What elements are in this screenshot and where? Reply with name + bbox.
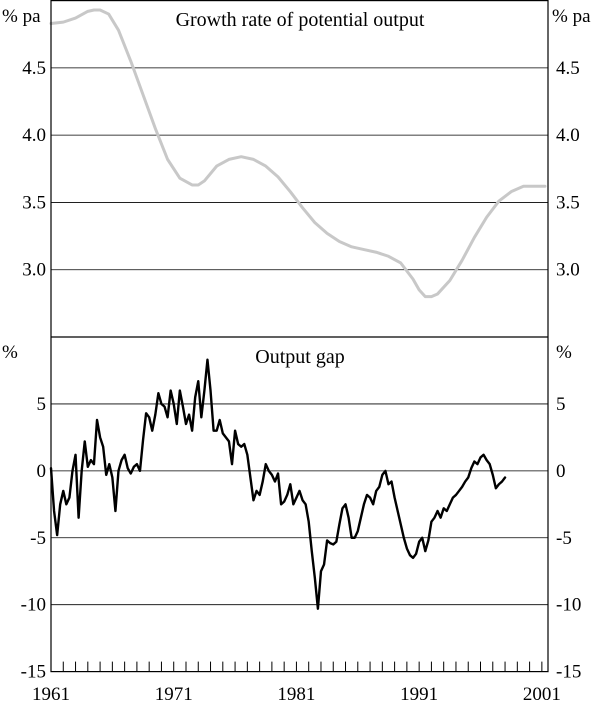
x-tick-label: 1981	[277, 684, 315, 705]
growth-ytick-left: 4.0	[22, 125, 46, 146]
gap-ytick-right: -5	[556, 528, 572, 549]
gap-ytick-right: -10	[556, 595, 581, 616]
growth-ytick-right: 4.5	[556, 58, 580, 79]
gap-ytick-right: -15	[556, 662, 581, 683]
growth-ytick-left: 4.5	[22, 58, 46, 79]
x-tick-label: 1971	[155, 684, 193, 705]
x-axis-labels: 1961 1971 1981 1991 2001	[32, 684, 561, 705]
growth-title: Growth rate of potential output	[176, 9, 425, 31]
x-tick-label: 1991	[400, 684, 438, 705]
gap-right-axis-labels: 5 0 -5 -10 -15	[556, 394, 581, 683]
growth-unit-right: % pa	[552, 6, 591, 27]
x-tick-label: 2001	[523, 684, 561, 705]
x-axis-ticks	[50, 661, 543, 672]
gap-ytick-left: 0	[37, 461, 47, 482]
gap-series-line	[49, 358, 507, 610]
growth-left-axis-labels: 4.5 4.0 3.5 3.0	[22, 58, 46, 281]
growth-ytick-left: 3.5	[22, 192, 46, 213]
growth-ytick-left: 3.0	[22, 260, 46, 281]
growth-series-line	[49, 8, 547, 299]
gap-panel: 5 0 -5 -10 -15 5 0 -5 -10 -15 % % Output gap 196…	[2, 342, 581, 705]
gap-title: Output gap	[255, 346, 344, 368]
gap-ytick-left: -15	[21, 662, 46, 683]
gap-unit-right: %	[556, 342, 572, 363]
growth-ytick-right: 3.5	[556, 192, 580, 213]
gap-ytick-left: -10	[21, 595, 46, 616]
gap-ytick-left: 5	[37, 394, 47, 415]
growth-panel: 4.5 4.0 3.5 3.0 4.5 4.0 3.5 3.0 % pa % pa Grow…	[2, 6, 591, 299]
x-tick-label: 1961	[32, 684, 70, 705]
gap-left-axis-labels: 5 0 -5 -10 -15	[21, 394, 46, 683]
gap-ytick-left: -5	[30, 528, 46, 549]
plot-frame	[50, 0, 549, 673]
growth-ytick-right: 4.0	[556, 125, 580, 146]
growth-right-axis-labels: 4.5 4.0 3.5 3.0	[556, 58, 580, 281]
growth-ytick-right: 3.0	[556, 260, 580, 281]
gap-ytick-right: 0	[556, 461, 566, 482]
gap-unit-left: %	[2, 342, 18, 363]
growth-unit-left: % pa	[2, 6, 41, 27]
gap-gridlines	[51, 403, 548, 606]
gap-ytick-right: 5	[556, 394, 566, 415]
